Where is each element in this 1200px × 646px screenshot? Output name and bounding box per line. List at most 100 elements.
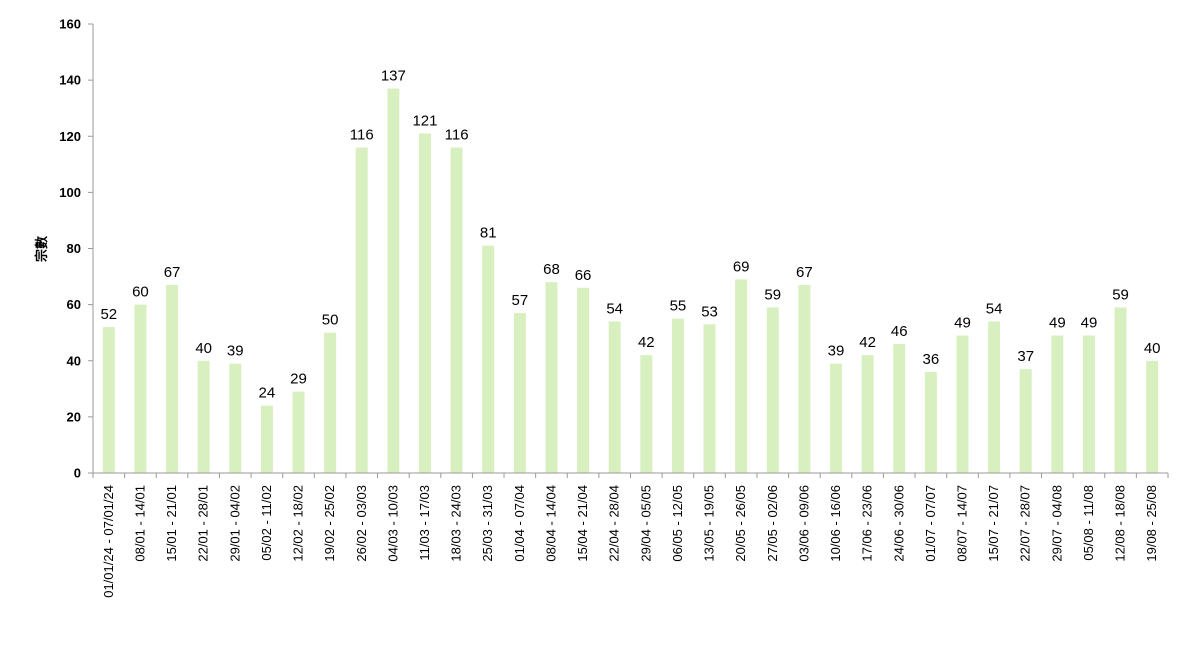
bar [450,147,463,473]
x-tick-label: 27/05 - 02/06 [765,485,780,562]
x-tick-label: 06/05 - 12/05 [670,485,685,562]
bar [830,363,843,473]
bar [197,360,210,473]
x-tick-label: 20/05 - 26/05 [733,485,748,562]
bar [102,327,115,473]
data-label: 57 [511,292,528,309]
bars [102,88,1159,473]
data-label: 116 [445,126,469,143]
x-tick-label: 29/04 - 05/05 [638,485,653,562]
data-label: 121 [412,112,437,129]
bar [324,332,337,473]
x-tick-label: 01/07 - 07/07 [923,485,938,562]
bar [134,304,147,473]
x-tick-label: 03/06 - 09/06 [796,485,811,562]
bar [893,343,906,473]
bar [260,405,273,473]
bar [1114,307,1127,473]
bar [988,321,1001,473]
data-label: 52 [100,306,117,323]
x-tick-label: 11/03 - 17/03 [417,485,432,561]
data-label: 137 [381,68,406,85]
bar [418,133,431,473]
data-label: 55 [670,298,687,315]
data-label: 40 [1144,340,1161,357]
bar [640,355,653,473]
data-label: 81 [480,225,497,242]
bar [166,284,179,473]
data-label: 68 [543,261,560,278]
bar [1051,335,1064,473]
x-tick-label: 22/04 - 28/04 [607,485,622,562]
y-tick-label: 120 [59,129,81,144]
y-tick-label: 100 [59,185,81,200]
data-label: 24 [259,385,276,402]
x-tick-label: 19/08 - 25/08 [1144,485,1159,562]
data-label: 40 [195,340,212,357]
bar [1019,369,1032,473]
bar [229,363,242,473]
data-label: 59 [1112,286,1129,303]
y-tick-label: 0 [74,466,81,481]
data-label: 39 [828,343,845,360]
y-tick-label: 20 [67,409,81,424]
x-tick-label: 08/01 - 14/01 [132,485,147,562]
bar [924,371,937,473]
data-label: 60 [132,284,149,301]
bar [482,245,495,473]
x-tick-label: 29/01 - 04/02 [227,485,242,562]
data-label: 42 [859,334,876,351]
bar [735,279,748,473]
bar [703,324,716,473]
data-label: 42 [638,334,655,351]
x-axis: 01/01/24 - 07/01/24 08/01 - 14/01 15/01 - … [92,472,1169,598]
bar [545,282,558,473]
x-tick-label: 15/04 - 21/04 [575,485,590,562]
data-label: 67 [796,264,813,281]
data-label: 49 [1049,314,1066,331]
bar [387,88,400,473]
x-tick-label: 24/06 - 30/06 [891,485,906,562]
x-tick-label: 19/02 - 25/02 [322,485,337,562]
bar [956,335,969,473]
y-tick-label: 80 [67,241,81,256]
x-tick-label: 13/05 - 19/05 [702,485,717,562]
data-label: 46 [891,323,908,340]
bar [1082,335,1095,473]
y-axis: 0 20 40 60 80 100 120 140 160 [59,17,94,481]
data-label: 54 [606,300,623,317]
x-tick-label: 01/01/24 - 07/01/24 [101,485,116,598]
bar [292,391,305,473]
bar [1146,360,1159,473]
data-label: 29 [290,371,307,388]
y-tick-label: 160 [59,17,81,32]
y-axis-title: 宗數 [34,236,49,262]
x-tick-label: 10/06 - 16/06 [828,485,843,562]
data-label: 49 [1081,314,1098,331]
data-label: 116 [350,126,374,143]
x-tick-label: 15/07 - 21/07 [986,485,1001,562]
y-tick-label: 40 [67,353,81,368]
y-tick-label: 140 [59,73,81,88]
x-tick-label: 08/04 - 14/04 [543,485,558,562]
x-tick-label: 17/06 - 23/06 [860,485,875,562]
x-tick-label: 04/03 - 10/03 [385,485,400,562]
x-tick-label: 15/01 - 21/01 [164,485,179,562]
x-tick-label: 22/07 - 28/07 [1018,485,1033,562]
data-label: 54 [986,300,1003,317]
data-label: 39 [227,343,244,360]
bar [766,307,779,473]
x-tick-label: 25/03 - 31/03 [480,485,495,562]
data-label: 49 [954,314,971,331]
data-label: 53 [701,303,718,320]
data-label: 36 [923,351,940,368]
x-tick-label: 01/04 - 07/04 [512,485,527,562]
y-tick-label: 60 [67,297,81,312]
x-tick-label: 22/01 - 28/01 [196,485,211,562]
bar [798,284,811,473]
x-tick-label: 12/08 - 18/08 [1113,485,1128,562]
x-tick-label: 08/07 - 14/07 [954,485,969,562]
x-tick-label: 18/03 - 24/03 [449,485,464,562]
bar [355,147,368,473]
